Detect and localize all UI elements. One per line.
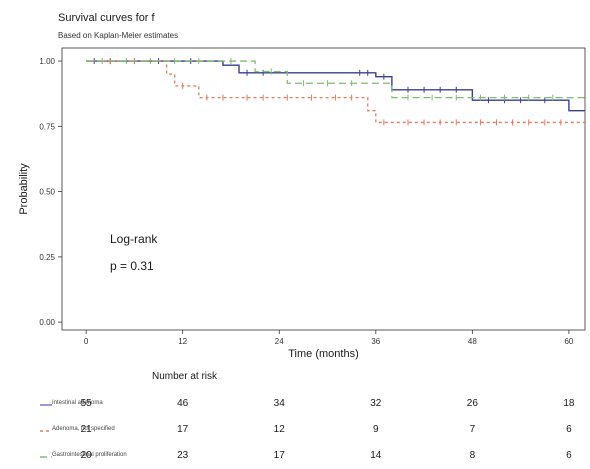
risk-count: 46	[177, 398, 189, 409]
risk-count: 8	[469, 450, 476, 461]
legend-swatch	[40, 404, 52, 406]
km-curve-1	[86, 60, 585, 112]
risk-row-label: Intestinal adenoma	[52, 400, 103, 406]
y-tick-label: 0.00	[39, 318, 55, 327]
y-tick-label: 0.75	[39, 122, 55, 131]
y-tick-label: 1.00	[39, 57, 55, 66]
risk-row-label: Adenoma, not specified	[52, 426, 115, 432]
risk-count: 32	[370, 398, 382, 409]
p-value-label: p = 0.31	[110, 259, 154, 273]
risk-count: 9	[373, 424, 379, 435]
x-tick-label: 60	[564, 337, 573, 346]
x-tick-label: 0	[84, 337, 89, 346]
risk-count: 21	[80, 424, 92, 435]
risk-count: 17	[273, 450, 285, 461]
risk-count: 14	[370, 450, 382, 461]
x-tick-label: 48	[468, 337, 477, 346]
risk-count: 23	[177, 450, 189, 461]
risk-count: 6	[566, 450, 572, 461]
risk-count: 26	[466, 398, 478, 409]
plot-frame	[61, 47, 586, 331]
risk-count: 6	[566, 424, 572, 435]
plot-area: 0.00 0.25 0.50 0.75 1.00 0 12 24 36 48 60	[39, 47, 586, 346]
y-axis-label: Probability	[18, 163, 30, 215]
legend-swatch	[40, 430, 52, 432]
legend-swatch	[40, 456, 52, 458]
y-tick-label: 0.50	[39, 188, 55, 197]
risk-count: 18	[563, 398, 575, 409]
x-tick-label: 12	[178, 337, 187, 346]
figure-subtitle: Based on Kaplan-Meier estimates	[58, 31, 179, 40]
risk-count: 17	[177, 424, 189, 435]
risk-count: 7	[469, 424, 476, 435]
x-tick-label: 36	[371, 337, 380, 346]
risk-count: 34	[273, 398, 285, 409]
risk-count: 20	[80, 450, 92, 461]
risk-table-heading: Number at risk	[152, 371, 218, 382]
km-curve-3	[86, 60, 585, 99]
km-curve-2	[86, 60, 585, 124]
figure-title: Survival curves for f	[58, 12, 155, 24]
logrank-label: Log-rank	[110, 232, 158, 246]
x-tick-label: 24	[275, 337, 284, 346]
risk-row: Gastrointestinal proliferation 20 23 17 14 8 6	[0, 449, 590, 465]
y-tick-label: 0.25	[39, 253, 55, 262]
km-chart: 0.00 0.25 0.50 0.75 1.00 0 12 24 36 48 60 Probabil…	[18, 47, 586, 360]
risk-row: Adenoma, not specified 21 17 12 9 7 6	[0, 423, 590, 439]
risk-count: 55	[80, 398, 92, 409]
x-axis-label: Time (months)	[288, 348, 359, 360]
risk-row: Intestinal adenoma 55 46 34 32 26 18	[0, 397, 590, 413]
risk-row-label: Gastrointestinal proliferation	[52, 452, 127, 458]
risk-count: 12	[273, 424, 285, 435]
